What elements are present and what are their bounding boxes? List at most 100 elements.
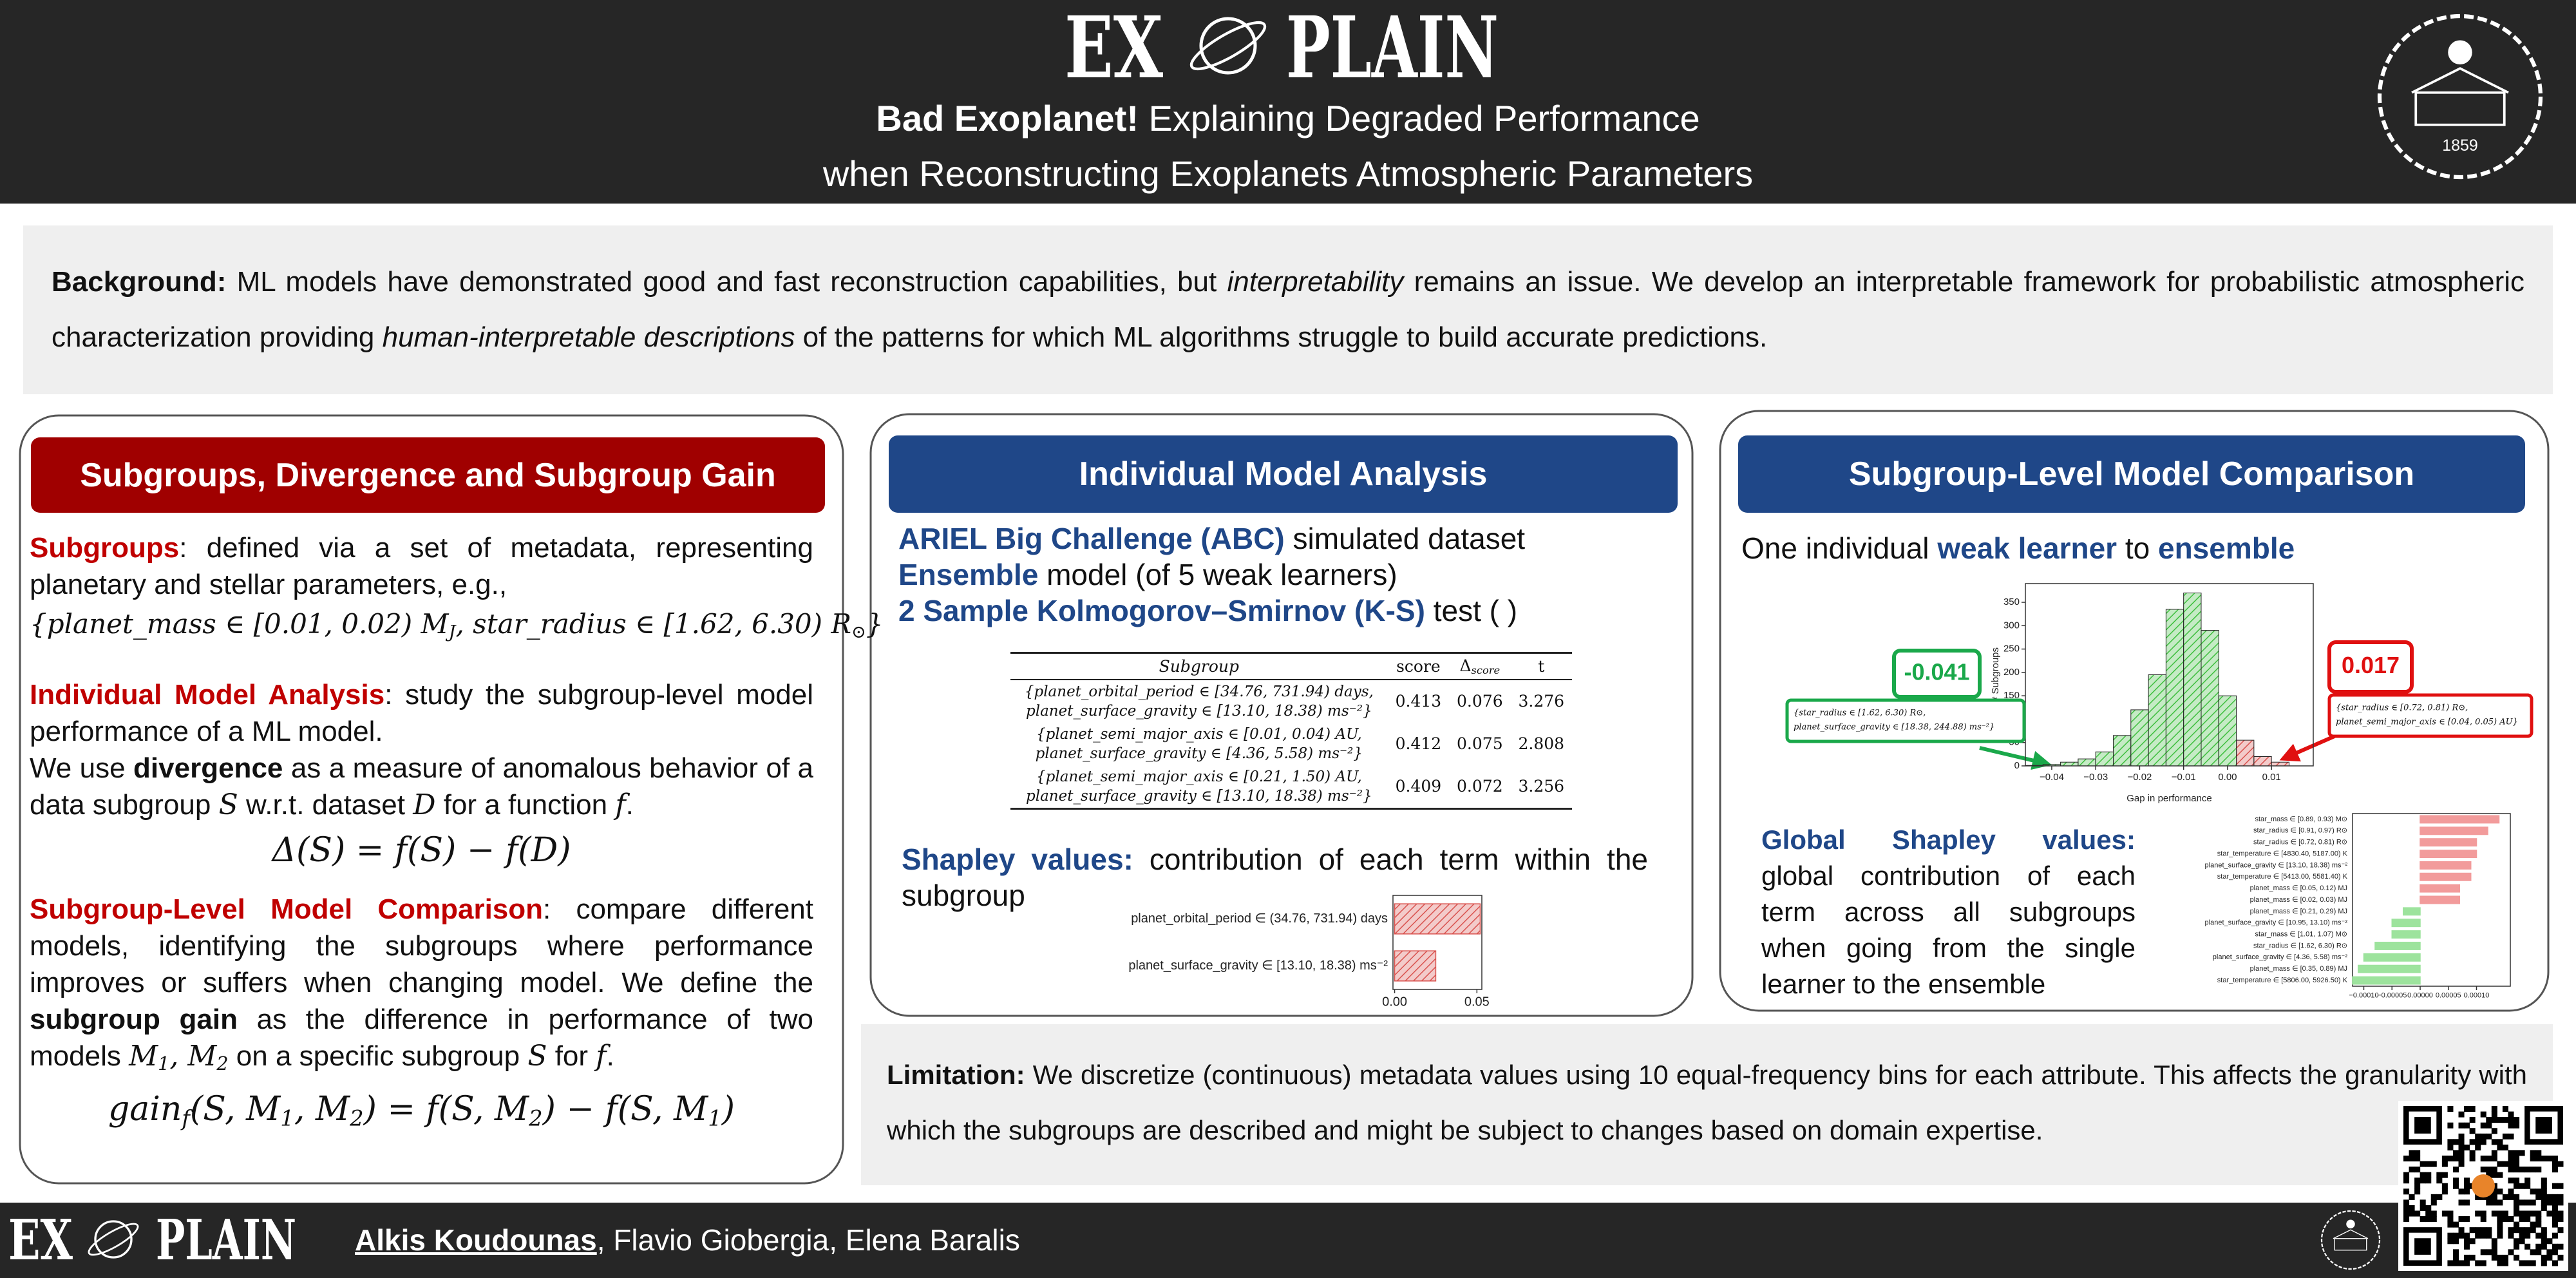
text-run: for <box>547 1040 596 1072</box>
qr-module <box>2530 1221 2536 1228</box>
qr-module <box>2535 1232 2542 1239</box>
qr-module <box>2519 1183 2525 1189</box>
qr-module <box>2502 1106 2508 1112</box>
qr-module <box>2441 1155 2448 1162</box>
qr-module <box>2469 1155 2476 1162</box>
qr-module <box>2458 1155 2465 1162</box>
y-tick-label: star_temperature ∈ [5806.00, 5926.50) K <box>2217 977 2348 984</box>
qr-module <box>2557 1254 2564 1261</box>
panel-heading-bar <box>889 435 1678 513</box>
histogram-bar <box>2130 709 2149 767</box>
qr-module <box>2403 1210 2410 1217</box>
qr-module <box>2403 1172 2410 1178</box>
qr-module <box>2535 1249 2542 1255</box>
qr-module <box>2514 1199 2520 1206</box>
comparison-intro: One individual weak learner to ensemble <box>1741 530 2514 566</box>
qr-module <box>2447 1232 2454 1239</box>
x-axis-label: Gap in performance <box>2126 793 2212 804</box>
qr-module <box>2469 1117 2476 1123</box>
qr-module <box>2480 1249 2486 1255</box>
x-tick-label: −0.02 <box>2127 772 2152 783</box>
qr-module <box>2546 1249 2553 1255</box>
qr-module <box>2414 1155 2421 1162</box>
qr-module <box>2524 1243 2531 1250</box>
qr-module <box>2497 1199 2503 1206</box>
qr-module <box>2409 1155 2415 1162</box>
qr-module <box>2491 1238 2497 1245</box>
qr-module <box>2452 1254 2459 1261</box>
qr-module <box>2541 1227 2547 1234</box>
text-line: ARIEL Big Challenge (ABC) simulated data… <box>898 520 1645 557</box>
qr-module <box>2491 1167 2497 1173</box>
x-tick-label: −0.00010 <box>2349 992 2378 1000</box>
qr-module <box>2469 1150 2476 1156</box>
y-tick-label: planet_mass ∈ [0.21, 0.29) MJ <box>2250 908 2347 915</box>
logo-ring <box>88 1223 139 1256</box>
qr-module <box>2480 1111 2486 1118</box>
qr-finder <box>2524 1106 2564 1145</box>
qr-module <box>2409 1150 2415 1156</box>
text-run: , M <box>294 1089 350 1129</box>
x-tick-label: 0.00 <box>1382 995 1407 1009</box>
qr-finder <box>2403 1106 2442 1145</box>
plot-frame <box>2352 813 2511 987</box>
qr-module <box>2480 1227 2486 1234</box>
text-run: interpretability <box>1227 266 1404 298</box>
text-run: : defined via a set of metadata, represe… <box>30 532 813 600</box>
qr-module <box>2447 1221 2454 1228</box>
qr-module <box>2535 1216 2542 1223</box>
qr-module <box>2436 1178 2443 1184</box>
seal-roof <box>2333 1229 2369 1239</box>
qr-module <box>2486 1232 2492 1239</box>
qr-module <box>2458 1111 2465 1118</box>
table-header: Subgroup score Δscore t <box>1010 652 1572 681</box>
qr-module <box>2447 1139 2454 1145</box>
qr-module <box>2491 1172 2497 1178</box>
qr-module <box>2508 1178 2514 1184</box>
qr-module <box>2414 1210 2421 1217</box>
y-tick-label: star_mass ∈ [0.89, 0.93) M⊙ <box>2255 815 2347 823</box>
qr-module <box>2480 1139 2486 1145</box>
qr-module <box>2420 1205 2426 1211</box>
background-text: Background: ML models have demonstrated … <box>23 225 2553 394</box>
text-block: {planet_mass ∈ [0.01, 0.02) MJ, star_rad… <box>30 606 884 651</box>
qr-module <box>2469 1254 2476 1261</box>
seal-building <box>2334 1238 2367 1251</box>
bar <box>2420 850 2477 859</box>
histogram-bar <box>2060 761 2079 767</box>
qr-module <box>2480 1260 2486 1266</box>
y-tick-label: planet_surface_gravity ∈ [4.36, 5.58) ms… <box>2213 953 2348 961</box>
text-run: human-interpretable descriptions <box>382 321 795 353</box>
text-run: test ( ) <box>1425 594 1518 627</box>
qr-module <box>2491 1106 2497 1112</box>
qr-module <box>2502 1144 2508 1150</box>
text-run: Subgroup <box>1159 657 1239 676</box>
qr-module <box>2430 1161 2437 1167</box>
bar <box>2391 930 2421 939</box>
panel-text: ARIEL Big Challenge (ABC) simulated data… <box>898 520 1645 629</box>
qr-module <box>2502 1216 2508 1223</box>
qr-module <box>2486 1199 2492 1206</box>
subgroup-cell: {planet_orbital_period ∈ [34.76, 731.94)… <box>1010 680 1388 723</box>
qr-module <box>2557 1216 2564 1223</box>
x-tick-label: −0.03 <box>2083 772 2108 783</box>
qr-module <box>2514 1183 2520 1189</box>
y-tick-label: planet_mass ∈ [0.35, 0.89) MJ <box>2250 965 2347 973</box>
qr-module <box>2541 1254 2547 1261</box>
seal-ring <box>2377 14 2543 180</box>
qr-module <box>2497 1161 2503 1167</box>
text-run: Δ(S) = f(S) − f(D) <box>272 830 571 870</box>
qr-module <box>2480 1232 2486 1239</box>
qr-module <box>2452 1232 2459 1239</box>
background-box <box>23 225 2553 394</box>
text-run: Subgroups <box>30 532 180 564</box>
qr-module <box>2425 1172 2432 1178</box>
value-cell: 0.412 <box>1395 734 1442 754</box>
qr-module <box>2420 1216 2426 1223</box>
qr-module <box>2514 1210 2520 1217</box>
bar <box>2420 861 2472 870</box>
qr-module <box>2552 1155 2558 1162</box>
text-run: We use <box>30 752 134 784</box>
qr-module <box>2546 1254 2553 1261</box>
qr-module <box>2541 1232 2547 1239</box>
